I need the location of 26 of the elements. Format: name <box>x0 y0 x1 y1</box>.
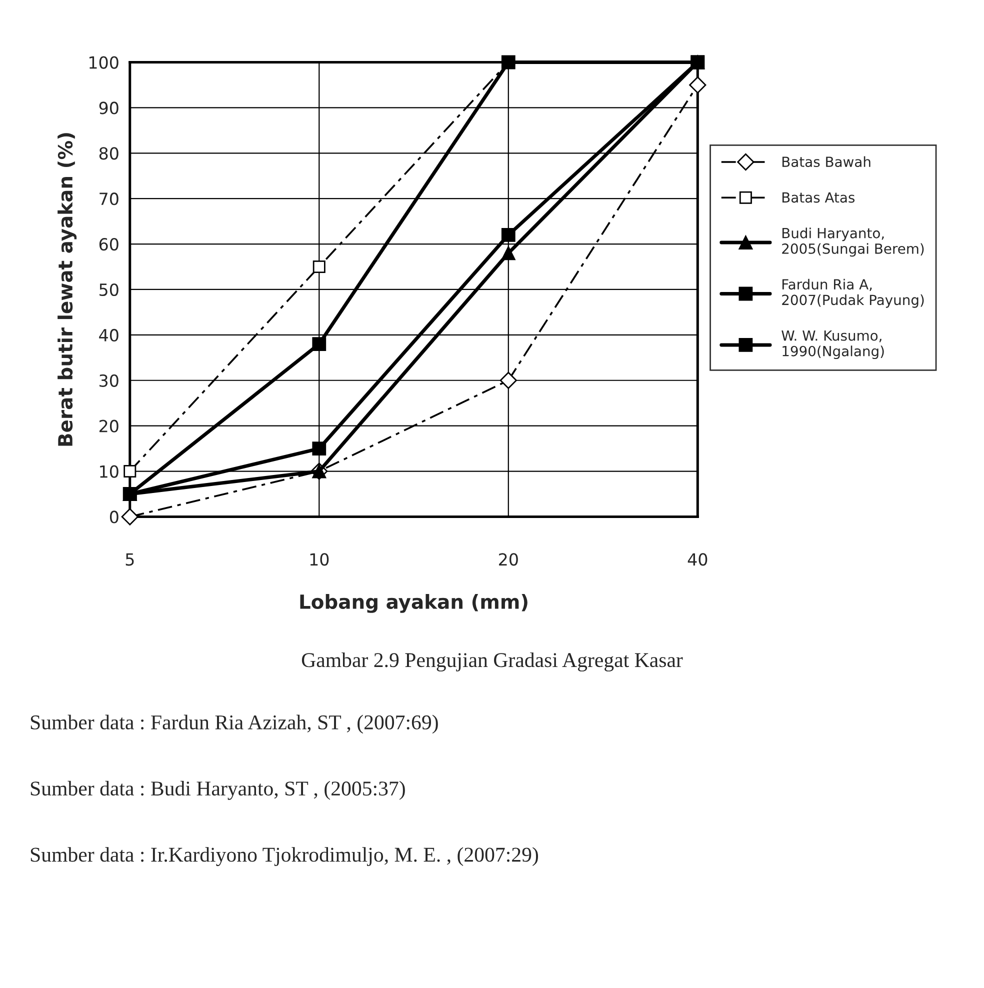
y-tick-label: 50 <box>100 283 118 296</box>
y-axis-title: Berat butir lewat ayakan (%) <box>58 133 77 446</box>
y-tick-label: 60 <box>99 238 118 251</box>
y-tick-label: 20 <box>99 420 118 432</box>
text: Sumber data : Ir.Kardiyono Tjokrodimuljo, M. E. , (2007:29) <box>30 847 538 866</box>
y-tick-label: 90 <box>99 102 118 114</box>
x-tick-label: 5 <box>126 553 134 566</box>
text: Sumber data : Budi Haryanto, ST , (2005:37) <box>30 780 405 800</box>
x-axis-title: Lobang ayakan (mm) <box>300 594 528 613</box>
y-tick-label: 100 <box>89 56 118 69</box>
x-tick-label: 20 <box>499 553 518 566</box>
legend-label: Fardun Ria A, 2007(Pudak Payung) <box>782 278 924 308</box>
x-tick-label: 40 <box>688 553 708 566</box>
legend-label: Batas Atas <box>782 192 855 203</box>
y-tick-label: 10 <box>100 465 118 478</box>
text: Gambar 2.9 Pengujian Gradasi Agregat Kasar <box>302 652 683 672</box>
y-tick-label: 70 <box>100 192 118 206</box>
x-tick-label: 10 <box>310 553 329 566</box>
y-tick-label: 0 <box>110 510 118 524</box>
y-tick-label: 30 <box>100 374 118 387</box>
text: Sumber data : Fardun Ria Azizah, ST , (2007:69) <box>30 714 438 734</box>
y-tick-label: 40 <box>99 328 118 342</box>
legend-label: Budi Haryanto, 2005(Sungai Berem) <box>782 228 924 257</box>
legend-label: Batas Bawah <box>782 156 870 168</box>
y-tick-label: 80 <box>99 147 118 160</box>
legend-label: W. W. Kusumo, 1990(Ngalang) <box>782 330 884 360</box>
